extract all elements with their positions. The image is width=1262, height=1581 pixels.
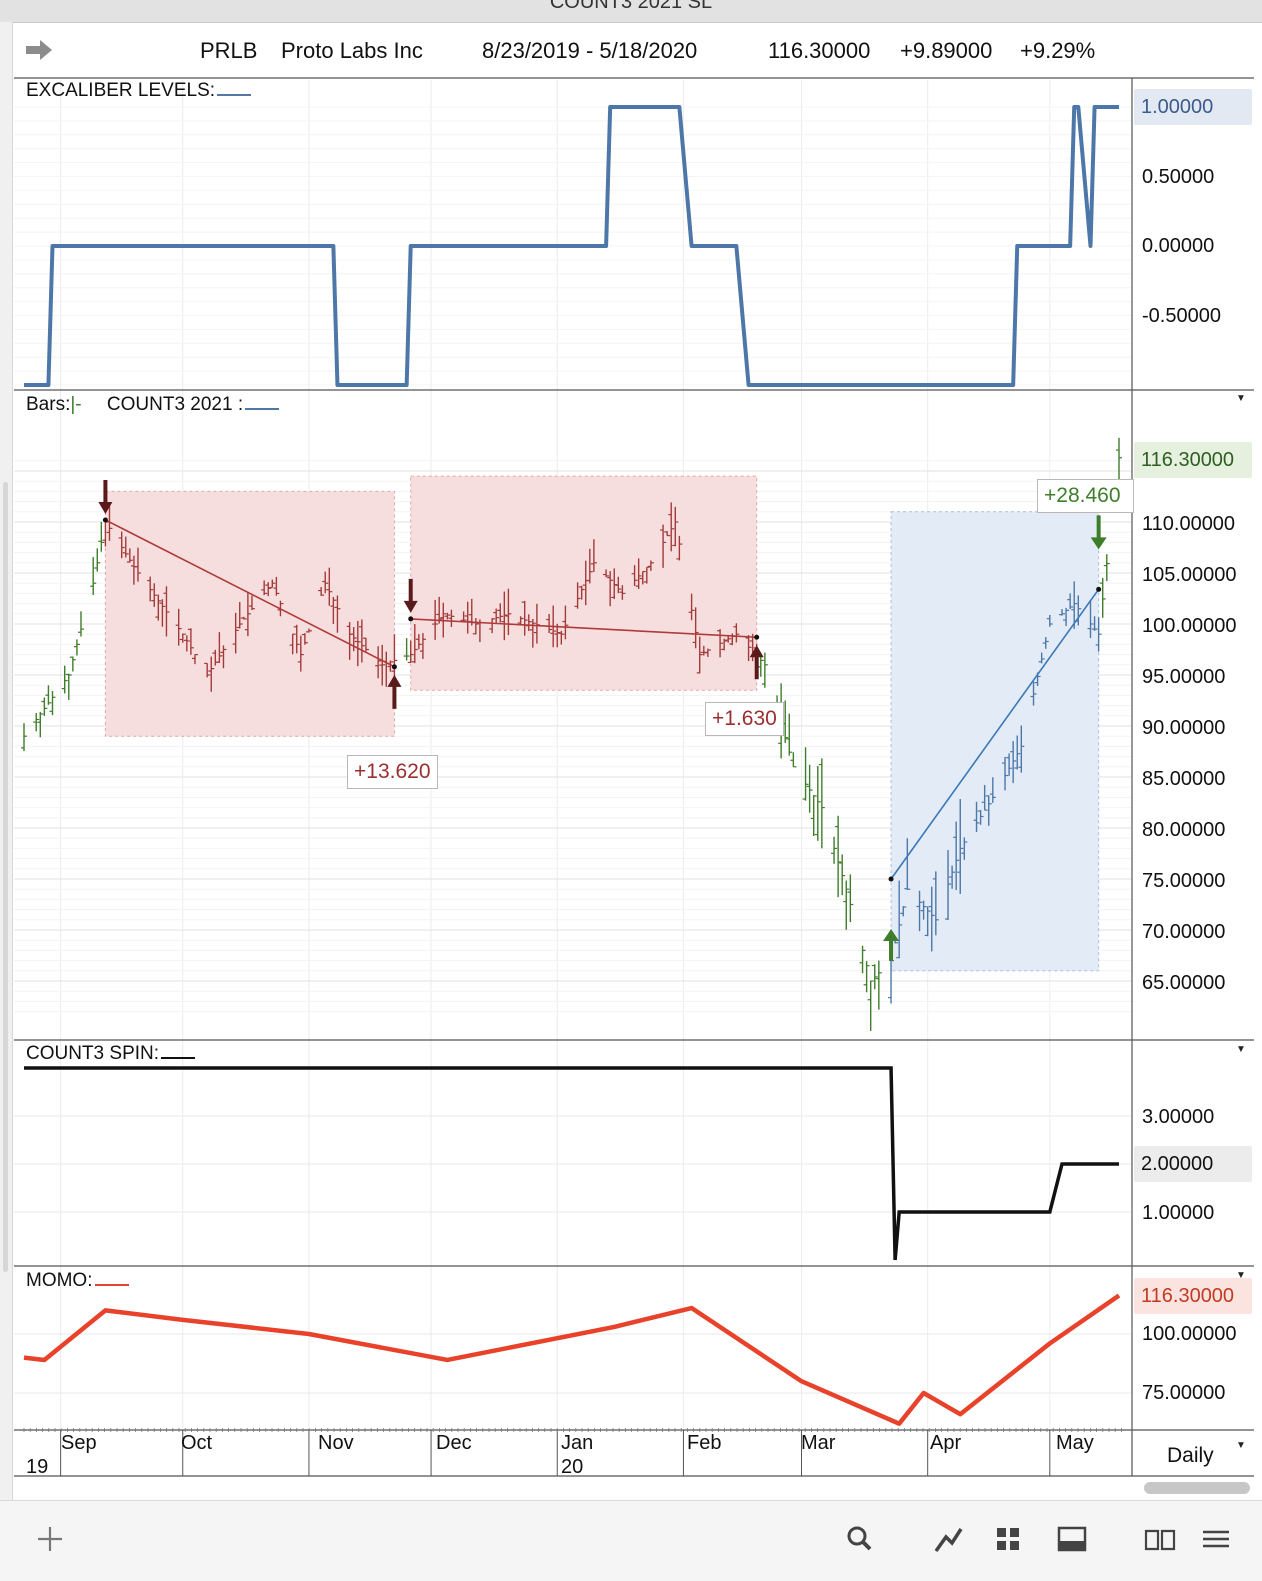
panel-layout-icon[interactable] xyxy=(1052,1519,1092,1559)
bars-label-text: Bars: xyxy=(26,394,71,415)
price-ytick: 65.00000 xyxy=(1142,972,1226,994)
trade-exit-dot xyxy=(754,634,760,640)
last-price: 116.30000 xyxy=(768,38,871,63)
arrow-right-icon[interactable] xyxy=(24,38,54,62)
period-selector[interactable]: Daily xyxy=(1167,1444,1214,1467)
spin-ytick: 3.00000 xyxy=(1142,1106,1215,1128)
add-icon[interactable] xyxy=(30,1519,70,1559)
trade-pnl-label: +28.460 xyxy=(1037,479,1134,513)
entry-arrow-up-icon xyxy=(883,929,900,961)
excaliber-pane-label: EXCALIBER LEVELS: xyxy=(26,80,252,102)
x-month-label: Dec xyxy=(436,1432,472,1454)
window-title: COUNT3 2021 SL xyxy=(549,0,713,13)
trade-pnl-label: +1.630 xyxy=(705,702,784,736)
excaliber-label-text: EXCALIBER LEVELS: xyxy=(26,80,216,101)
search-icon[interactable] xyxy=(840,1519,880,1559)
trade-regression-line xyxy=(105,519,395,668)
bars-legend-glyph: |- xyxy=(70,394,82,415)
price-ytick: 70.00000 xyxy=(1142,921,1226,943)
trade-box xyxy=(890,511,1100,972)
trade-entry-dot xyxy=(408,616,414,622)
spin-ytick: 1.00000 xyxy=(1142,1202,1215,1224)
momo-legend-swatch xyxy=(94,1272,129,1286)
trade-exit-dot xyxy=(1096,586,1102,592)
chart-canvas[interactable] xyxy=(0,0,1262,1500)
x-month-label: Jan xyxy=(561,1432,594,1454)
trade-entry-dot xyxy=(102,517,108,523)
momo-last-badge: 116.30000 xyxy=(1134,1278,1252,1314)
momo-line xyxy=(23,1293,1121,1426)
momo-pane-label: MOMO: xyxy=(26,1270,129,1292)
x-year-label: 20 xyxy=(561,1456,584,1478)
price-ytick: 80.00000 xyxy=(1142,819,1226,841)
trade-entry-dot xyxy=(888,876,894,882)
momo-ytick: 100.00000 xyxy=(1142,1323,1237,1345)
price-ytick: 95.00000 xyxy=(1142,666,1226,688)
entry-arrow-down-icon xyxy=(403,578,418,613)
trade-pnl-label: +13.620 xyxy=(347,755,438,789)
price-pane-label: Bars:|- COUNT3 2021 : xyxy=(26,394,280,416)
trade-box xyxy=(410,475,758,691)
symbol-ticker: PRLB xyxy=(200,38,258,63)
excaliber-ytick: -0.50000 xyxy=(1142,305,1221,327)
price-ytick: 90.00000 xyxy=(1142,717,1226,739)
excaliber-ytick: 0.00000 xyxy=(1142,235,1215,257)
excaliber-line xyxy=(24,105,1119,387)
count3-legend-swatch xyxy=(245,396,280,410)
spin-last-badge: 2.00000 xyxy=(1134,1146,1252,1182)
book-icon[interactable] xyxy=(1140,1519,1180,1559)
trade-regression-line xyxy=(410,618,757,639)
left-scrollbar[interactable] xyxy=(0,22,13,1500)
price-ytick: 110.00000 xyxy=(1142,513,1236,535)
price-ytick: 105.00000 xyxy=(1142,564,1237,586)
trade-exit-dot xyxy=(391,664,397,670)
x-month-label: Apr xyxy=(930,1432,962,1454)
spin-pane-menu-caret[interactable]: ▼ xyxy=(1236,1044,1246,1055)
bottom-toolbar xyxy=(0,1500,1262,1581)
x-month-label: Feb xyxy=(687,1432,722,1454)
period-menu-caret[interactable]: ▼ xyxy=(1236,1440,1246,1451)
price-ytick: 100.00000 xyxy=(1142,615,1237,637)
price-change: +9.89000 xyxy=(900,38,993,63)
menu-icon[interactable] xyxy=(1196,1519,1236,1559)
excaliber-last-badge: 1.00000 xyxy=(1134,89,1252,125)
price-change-pct: +9.29% xyxy=(1020,38,1096,63)
momo-pane-menu-caret[interactable]: ▼ xyxy=(1236,1270,1246,1281)
spin-legend-swatch xyxy=(161,1045,196,1059)
exit-arrow-up-icon xyxy=(749,645,764,680)
spin-pane-label: COUNT3 SPIN: xyxy=(26,1043,196,1065)
x-month-label: May xyxy=(1056,1432,1094,1454)
price-ytick: 85.00000 xyxy=(1142,768,1226,790)
date-range: 8/23/2019 - 5/18/2020 xyxy=(482,38,698,63)
spin-line xyxy=(24,1066,1119,1261)
x-month-label: Sep xyxy=(61,1432,97,1454)
company-name: Proto Labs Inc xyxy=(281,38,423,63)
price-last-badge: 116.30000 xyxy=(1134,442,1252,478)
price-pane-menu-caret[interactable]: ▼ xyxy=(1236,393,1246,404)
excaliber-legend-swatch xyxy=(217,82,252,96)
entry-arrow-down-icon xyxy=(98,479,113,514)
momo-label-text: MOMO: xyxy=(26,1270,93,1291)
trade-regression-line xyxy=(890,588,1100,880)
spin-label-text: COUNT3 SPIN: xyxy=(26,1043,160,1064)
window-titlebar: COUNT3 2021 SL xyxy=(0,0,1262,23)
count3-label-text: COUNT3 2021 : xyxy=(106,394,244,415)
excaliber-ytick: 0.50000 xyxy=(1142,166,1215,188)
grid-layout-icon[interactable] xyxy=(988,1519,1028,1559)
x-month-label: Oct xyxy=(181,1432,213,1454)
symbol-header: PRLB Proto Labs Inc 8/23/2019 - 5/18/202… xyxy=(14,24,1254,76)
horizontal-scrollbar[interactable] xyxy=(1144,1482,1250,1494)
x-month-label: Mar xyxy=(801,1432,836,1454)
price-ytick: 75.00000 xyxy=(1142,870,1226,892)
exit-arrow-down-icon xyxy=(1090,515,1107,550)
left-scroll-thumb[interactable] xyxy=(3,482,8,1272)
x-month-label: Nov xyxy=(318,1432,354,1454)
draw-line-icon[interactable] xyxy=(928,1519,968,1559)
momo-ytick: 75.00000 xyxy=(1142,1382,1226,1404)
exit-arrow-up-icon xyxy=(387,674,402,709)
x-year-label: 19 xyxy=(26,1456,49,1478)
